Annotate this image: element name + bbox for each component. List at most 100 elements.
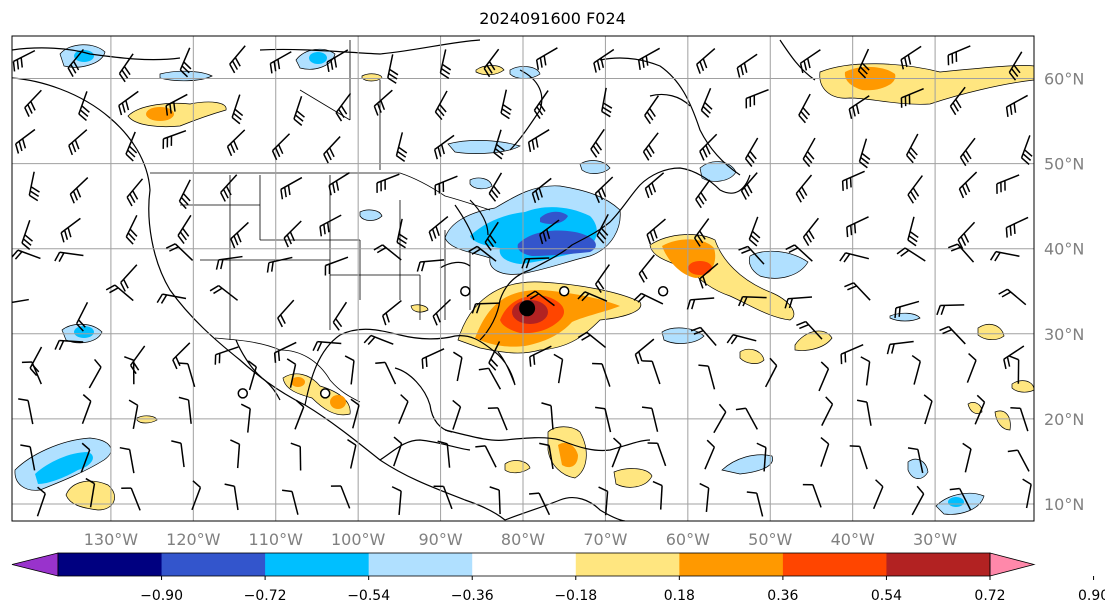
wind-barb <box>283 220 302 248</box>
wind-barb <box>533 90 549 119</box>
low-center-marker <box>319 388 331 399</box>
longitude-label: 40°W <box>831 530 875 549</box>
wind-barb <box>326 49 349 73</box>
colorbar-swatch <box>265 553 370 576</box>
latitude-label: 60°N <box>1044 70 1084 89</box>
wind-barb <box>936 304 965 316</box>
wind-barb <box>209 284 239 301</box>
wind-barb <box>277 299 295 328</box>
positive-anomaly-region <box>291 377 305 387</box>
wind-barb <box>468 245 497 262</box>
wind-barb <box>363 334 394 345</box>
wind-barb <box>949 86 966 116</box>
longitude-label: 70°W <box>583 530 627 549</box>
wind-barb <box>290 442 302 471</box>
wind-barb <box>191 480 202 511</box>
wind-barb <box>699 133 718 161</box>
map-panel <box>12 36 1034 521</box>
wind-barb <box>592 362 611 387</box>
negative-anomaly-region <box>748 250 809 279</box>
wind-barb <box>894 300 920 319</box>
colorbar-tick-label: 0.90 <box>1078 588 1105 604</box>
wind-barb <box>68 129 88 156</box>
wind-barb <box>125 131 138 162</box>
wind-barb <box>1010 407 1029 432</box>
wind-barb <box>478 367 502 390</box>
wind-barb <box>911 354 922 385</box>
wind-barb <box>156 293 187 304</box>
wind-barb <box>638 254 655 283</box>
wind-barb <box>54 339 84 351</box>
wind-barb <box>20 444 36 471</box>
wind-barb <box>484 221 499 251</box>
wind-barb <box>293 96 305 126</box>
low-center-marker <box>558 286 570 297</box>
wind-barb <box>18 398 34 425</box>
wind-barb <box>489 486 501 515</box>
colorbar-swatch <box>58 553 163 576</box>
wind-barb <box>601 87 613 118</box>
wind-barb <box>848 95 870 119</box>
colorbar-tick-label: 0.54 <box>871 588 902 604</box>
wind-barb <box>335 92 352 122</box>
wind-barb <box>531 177 552 204</box>
wind-barb <box>28 171 40 202</box>
wind-barb <box>220 174 238 202</box>
negative-anomaly-region <box>540 211 568 224</box>
wind-barb <box>121 487 141 511</box>
wind-barb <box>846 216 869 238</box>
storm-markers <box>237 286 669 399</box>
wind-barb <box>820 437 830 467</box>
longitude-label: 80°W <box>501 530 545 549</box>
wind-barb <box>124 356 135 385</box>
wind-barb <box>375 361 397 385</box>
wind-barb <box>539 442 554 470</box>
wind-barb <box>36 486 46 517</box>
wind-barb <box>527 129 550 153</box>
wind-barb <box>171 440 185 468</box>
wind-barb <box>475 445 497 468</box>
longitude-label: 50°W <box>748 530 792 549</box>
wind-barb <box>535 47 558 70</box>
wind-barb <box>746 491 764 517</box>
negative-anomaly-region <box>948 497 964 507</box>
map-frame <box>11 35 1035 522</box>
wind-barb <box>165 243 194 261</box>
wind-barb <box>949 487 972 511</box>
wind-barb <box>273 341 297 363</box>
wind-barb <box>839 252 870 263</box>
wind-barb <box>756 442 767 472</box>
wind-barb <box>594 264 611 293</box>
wind-barb <box>294 399 305 430</box>
wind-barb <box>81 394 92 424</box>
wind-barb <box>1003 345 1025 370</box>
positive-anomaly-region <box>136 415 158 424</box>
wind-barb <box>483 48 500 78</box>
wind-barb <box>905 133 919 164</box>
colorbar-swatch <box>886 553 991 576</box>
wind-barb <box>1022 478 1032 509</box>
positive-anomaly-region <box>558 442 578 468</box>
wind-barb <box>452 399 462 430</box>
wind-barb <box>957 221 976 250</box>
wind-barb <box>958 171 978 199</box>
wind-barb <box>652 480 663 510</box>
wind-barb <box>939 325 966 345</box>
wind-barb <box>282 489 299 515</box>
wind-barbs <box>12 45 1033 517</box>
colorbar-tick-label: 0.18 <box>664 588 695 604</box>
wind-barb <box>324 256 349 276</box>
wind-barb <box>416 259 445 272</box>
colorbar-tick-label: −0.90 <box>140 588 183 604</box>
longitude-label: 90°W <box>418 530 462 549</box>
positive-anomaly-region <box>688 261 712 275</box>
negative-anomaly-region <box>517 230 596 256</box>
wind-barb <box>75 301 89 332</box>
wind-barb <box>644 95 660 125</box>
wind-barb <box>21 220 33 250</box>
colorbar-extend-high <box>989 552 1036 577</box>
wind-barb <box>907 216 919 247</box>
wind-barb <box>105 284 134 302</box>
wind-barb <box>224 483 239 511</box>
